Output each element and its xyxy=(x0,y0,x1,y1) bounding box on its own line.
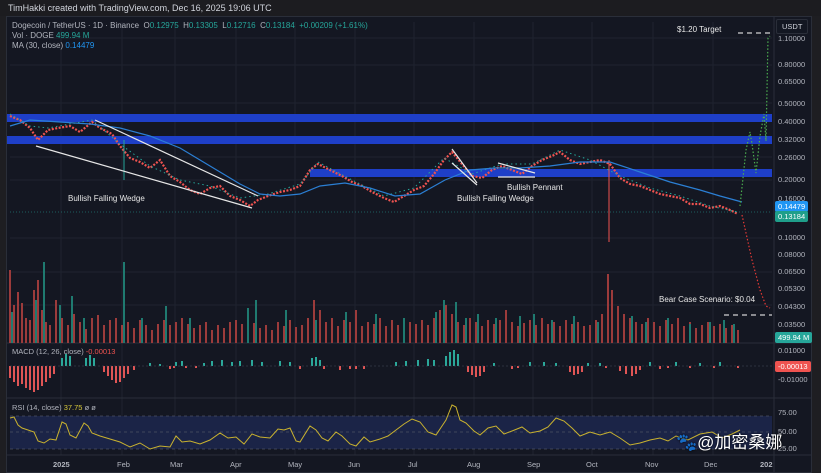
time-tick: Oct xyxy=(586,460,599,469)
price-tick: 0.32000 xyxy=(778,135,805,144)
price-tick: 0.20000 xyxy=(778,175,805,184)
time-tick: Mar xyxy=(170,460,183,469)
symbol-legend[interactable]: Dogecoin / TetherUS · 1D · Binance O0.12… xyxy=(12,21,368,51)
time-tick: 202 xyxy=(760,460,773,469)
ma-row[interactable]: MA (30, close) 0.14479 xyxy=(12,41,95,50)
time-tick: Aug xyxy=(467,460,480,469)
rsi-band xyxy=(10,416,772,449)
resistance-zone-040[interactable] xyxy=(7,114,772,122)
bear-projection xyxy=(741,214,771,309)
price-tick: 1.10000 xyxy=(778,34,805,43)
price-tick: 0.06500 xyxy=(778,267,805,276)
price-axis[interactable]: 1.10000 0.80000 0.65000 0.50000 0.40000 … xyxy=(778,34,808,453)
rsi-levels xyxy=(10,415,772,450)
falling-wedge-2[interactable] xyxy=(451,148,478,186)
ma-value: 0.14479 xyxy=(65,41,95,50)
ma-line xyxy=(9,119,743,203)
rsi-tick: 25.00 xyxy=(778,444,797,453)
price-tick: 0.08000 xyxy=(778,250,805,259)
currency-badge[interactable]: USDT xyxy=(776,19,809,34)
macd-title[interactable]: MACD (12, 26, close) -0.00013 xyxy=(12,347,116,356)
time-tick: May xyxy=(288,460,302,469)
price-tick: 0.80000 xyxy=(778,60,805,69)
volume-value: 499.94 M xyxy=(56,31,90,40)
ohlc-row: Dogecoin / TetherUS · 1D · Binance O0.12… xyxy=(12,21,368,30)
low-value: 0.12716 xyxy=(226,21,256,30)
rsi-value: 37.75 xyxy=(63,403,83,412)
macd-tick: 0.01000 xyxy=(778,346,805,355)
price-candles xyxy=(9,113,739,242)
ma-price-badge: 0.14479 xyxy=(775,201,809,212)
wedge1-label: Bullish Falling Wedge xyxy=(68,194,145,203)
price-tick: 0.10000 xyxy=(778,233,805,242)
time-tick: Nov xyxy=(645,460,659,469)
high-value: 0.13305 xyxy=(188,21,218,30)
time-tick: Sep xyxy=(527,460,540,469)
time-tick: 2025 xyxy=(53,460,70,469)
macd-histogram xyxy=(9,350,739,392)
falling-wedge-1[interactable] xyxy=(35,119,259,209)
close-value: 0.13184 xyxy=(265,21,295,30)
time-tick: Dec xyxy=(704,460,718,469)
resistance-zone-022[interactable] xyxy=(310,169,772,177)
last-price-badge: 0.13184 xyxy=(775,211,809,222)
credit-bar: TimHakki created with TradingView.com, D… xyxy=(0,0,821,16)
macd-badge: -0.00013 xyxy=(775,361,811,372)
watermark: 🐾@加密桑娜 xyxy=(676,433,783,452)
rsi-tick: 50.00 xyxy=(778,427,797,436)
macd-value: -0.00013 xyxy=(85,347,116,356)
credit-text: TimHakki created with TradingView.com, D… xyxy=(8,3,272,13)
change-value: +0.00209 (+1.61%) xyxy=(299,21,368,30)
price-tick: 0.40000 xyxy=(778,117,805,126)
rsi-title[interactable]: RSI (14, close) 37.75 ø ø xyxy=(12,403,96,412)
price-tick: 0.16000 xyxy=(778,194,805,203)
volume-badge: 499.94 M xyxy=(775,332,813,343)
grid xyxy=(10,22,772,455)
price-tick: 0.04300 xyxy=(778,302,805,311)
bullish-pennant[interactable] xyxy=(497,162,536,178)
chart-frame[interactable] xyxy=(6,16,812,473)
price-tick: 0.26000 xyxy=(778,153,805,162)
volume-row[interactable]: Vol · DOGE 499.94 M xyxy=(12,31,90,40)
price-tick: 0.03500 xyxy=(778,320,805,329)
volume-bars xyxy=(9,262,739,343)
pennant-label: Bullish Pennant xyxy=(507,183,563,192)
time-tick: Jul xyxy=(408,460,418,469)
open-value: 0.12975 xyxy=(149,21,179,30)
time-tick: Jun xyxy=(348,460,360,469)
target-label: $1.20 Target xyxy=(677,25,722,34)
time-tick: Feb xyxy=(117,460,130,469)
rsi-tick: 75.00 xyxy=(778,408,797,417)
wedge2-label: Bullish Falling Wedge xyxy=(457,194,534,203)
price-tick: 0.05300 xyxy=(778,284,805,293)
rsi-line xyxy=(9,404,741,450)
time-axis[interactable]: 2025 Feb Mar Apr May Jun Jul Aug Sep Oct… xyxy=(53,460,773,469)
symbol-name[interactable]: Dogecoin / TetherUS · 1D · Binance xyxy=(12,21,140,30)
macd-tick: -0.01000 xyxy=(778,375,808,384)
resistance-zone-032[interactable] xyxy=(7,136,772,144)
time-tick: Apr xyxy=(230,460,242,469)
bear-case-label: Bear Case Scenario: $0.04 xyxy=(659,295,756,304)
price-tick: 0.65000 xyxy=(778,77,805,86)
price-tick: 0.50000 xyxy=(778,99,805,108)
